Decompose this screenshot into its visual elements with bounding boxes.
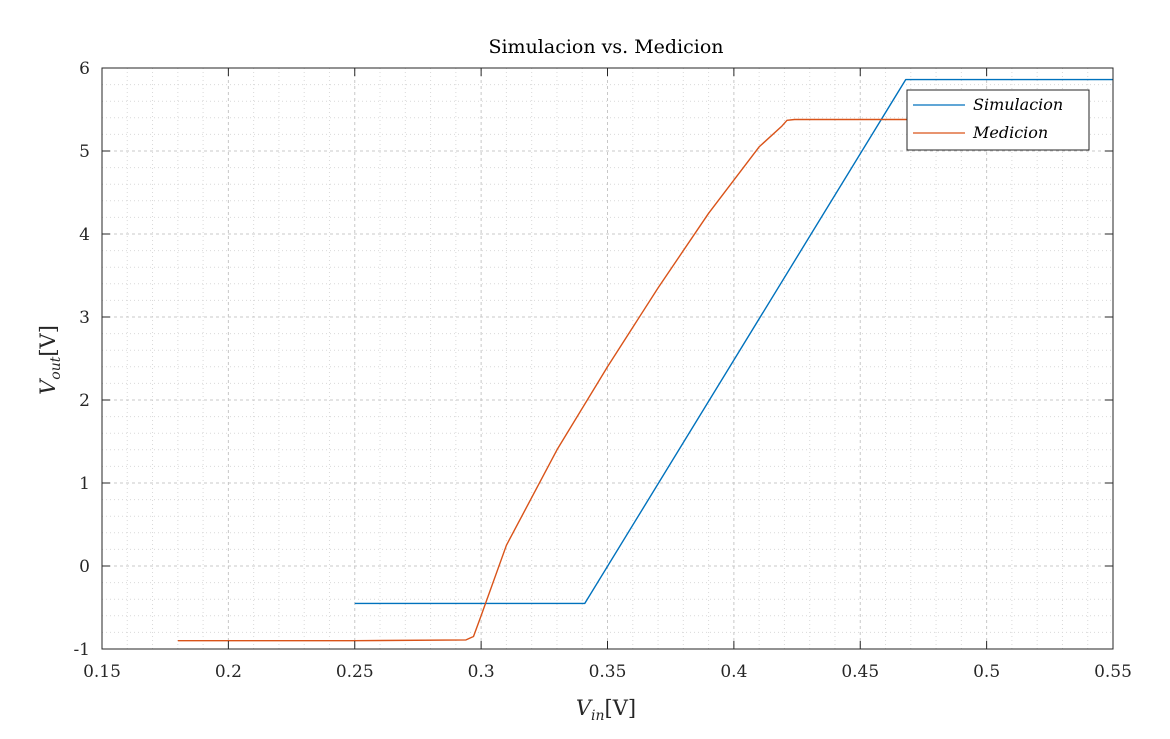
legend: Simulacion Medicion [906, 89, 1090, 151]
x-axis-label-main: V [576, 696, 593, 720]
y-axis-label-main: V [36, 378, 60, 395]
y-axis-label: Vout[V] [36, 325, 64, 395]
x-tick-label: 0.35 [589, 662, 627, 682]
y-tick-label: -1 [73, 640, 90, 660]
legend-label-medicion: Medicion [972, 123, 1048, 142]
x-tick-label: 0.15 [83, 662, 121, 682]
y-tick-label: 0 [79, 557, 90, 577]
minor-grid [102, 68, 1113, 649]
y-tick-label: 3 [79, 308, 90, 328]
x-axis-label: Vin[V] [576, 696, 636, 724]
x-tick-label: 0.5 [973, 662, 1000, 682]
y-axis-label-unit: [V] [36, 325, 60, 357]
series-layer [177, 78, 1113, 642]
x-axis-label-sub: in [591, 708, 605, 724]
x-tick-label: 0.4 [720, 662, 747, 682]
legend-label-simulacion: Simulacion [973, 95, 1063, 114]
x-axis-label-unit: [V] [605, 696, 637, 720]
y-tick-label: 1 [79, 474, 90, 494]
y-tick-label: 2 [79, 391, 90, 411]
series-line-simulacion [354, 78, 1113, 605]
x-tick-label: 0.25 [336, 662, 374, 682]
y-tick-label: 4 [79, 225, 90, 245]
x-tick-label: 0.55 [1094, 662, 1132, 682]
y-tick-label: 5 [79, 142, 90, 162]
y-axis-label-sub: out [48, 356, 64, 379]
x-tick-label: 0.3 [468, 662, 495, 682]
ticks-layer: 0.15 0.2 0.25 0.3 0.35 0.4 0.45 0.5 0.55 -1 0 1 2 3 4 5… [73, 59, 1131, 682]
x-tick-label: 0.2 [215, 662, 242, 682]
series-line-medicion [177, 118, 911, 642]
x-tick-label: 0.45 [841, 662, 879, 682]
y-tick-label: 6 [79, 59, 90, 79]
chart-title: Simulacion vs. Medicion [488, 36, 723, 58]
legend-box [906, 89, 1090, 151]
